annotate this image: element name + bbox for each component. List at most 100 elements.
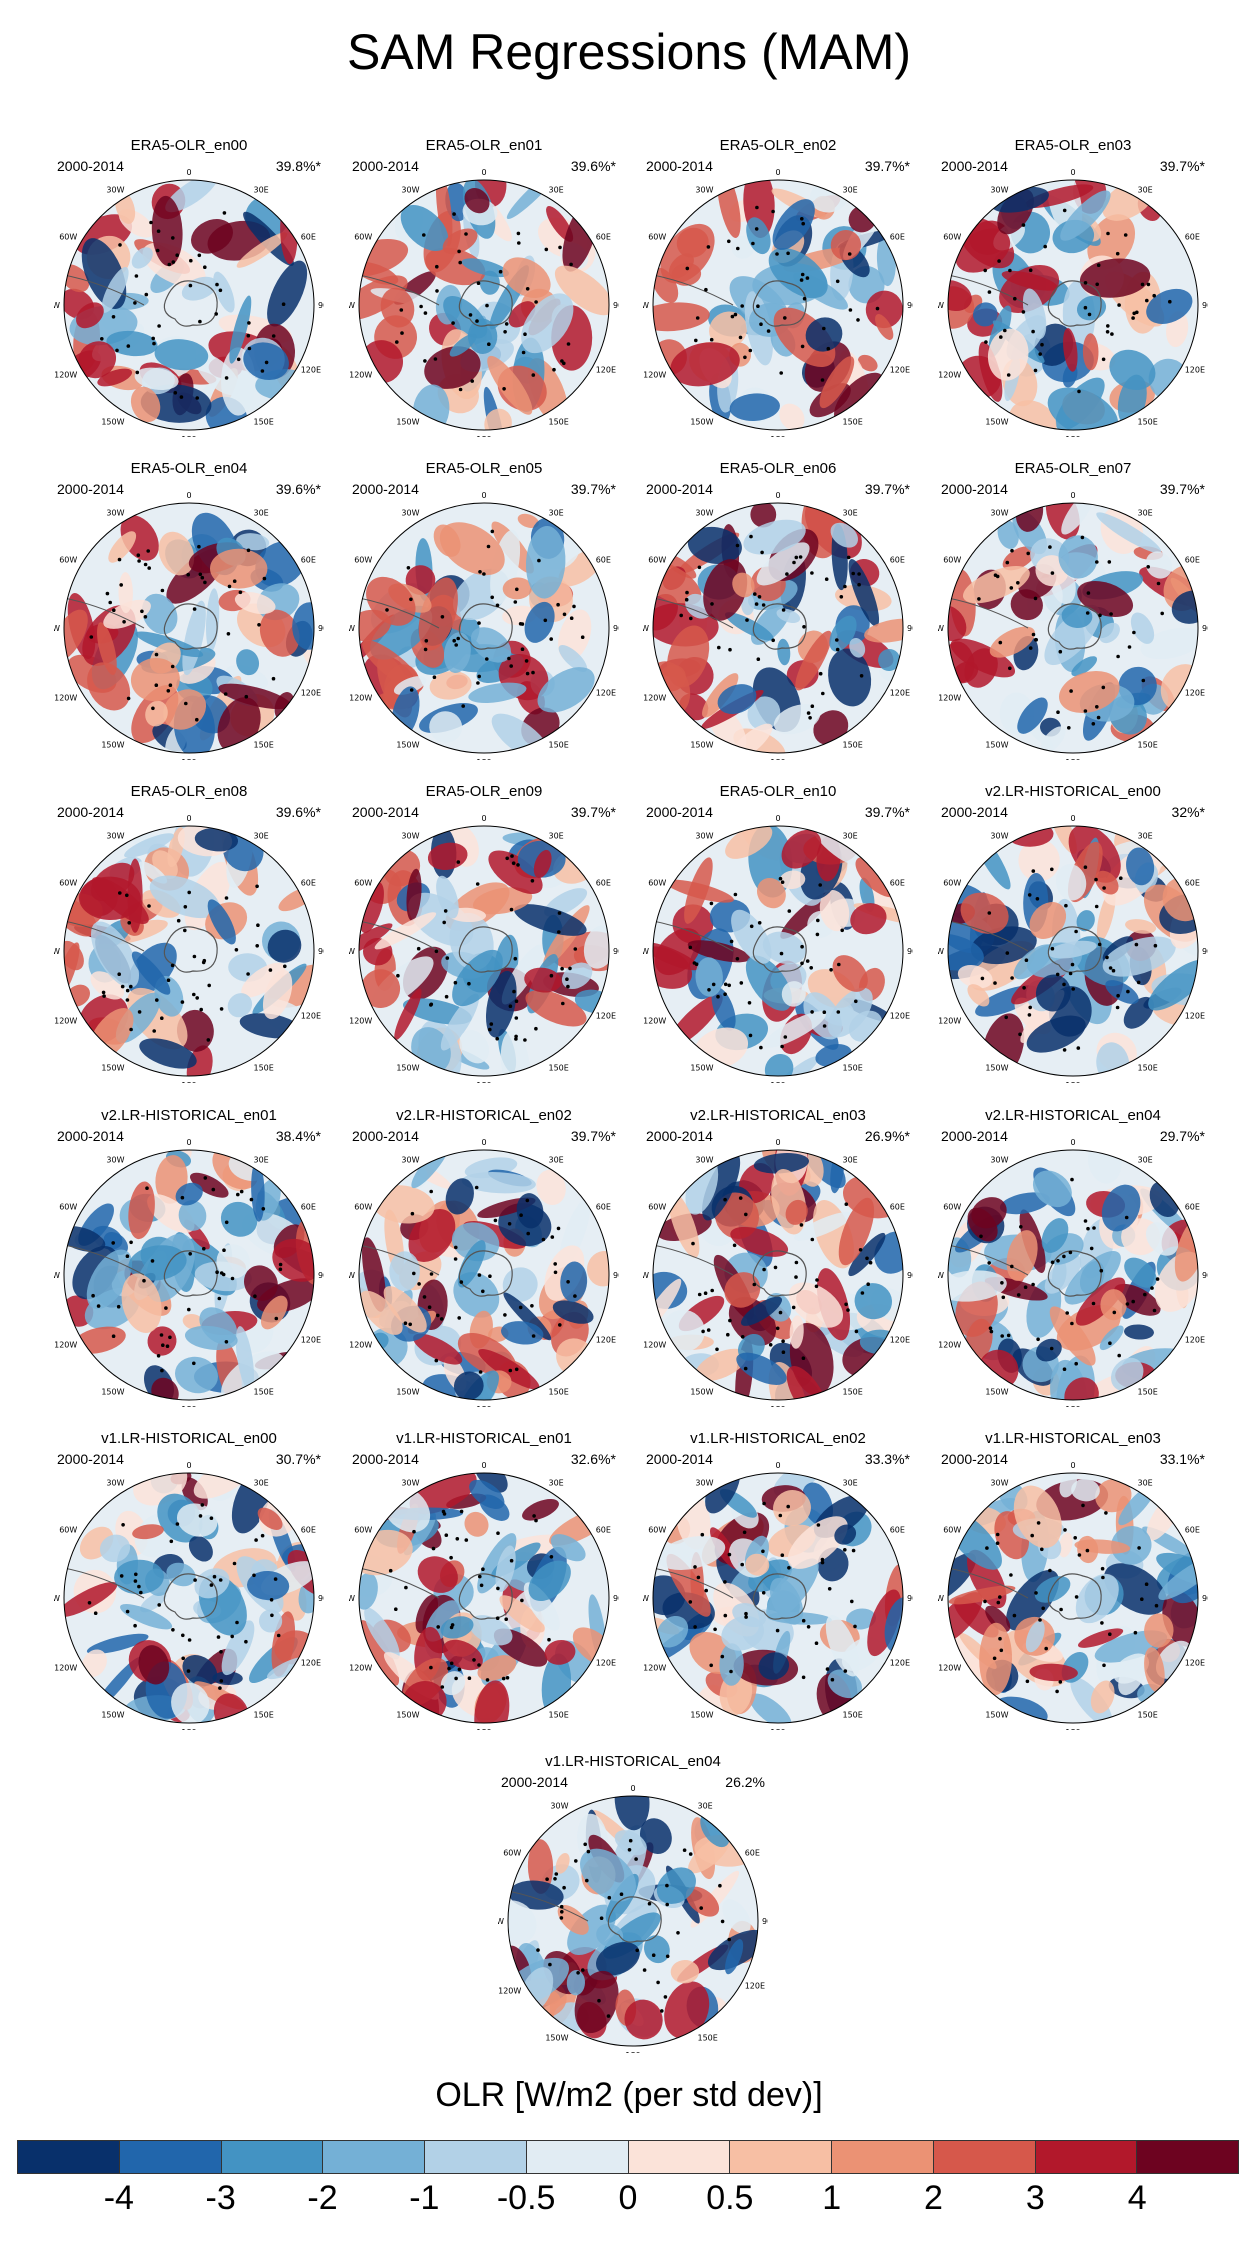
- significance-dot: [435, 289, 439, 293]
- significance-dot: [385, 608, 389, 612]
- olr-anomaly-patch: [1102, 936, 1176, 977]
- panel-period: 2000-2014: [57, 804, 124, 820]
- longitude-label: 180: [770, 1405, 785, 1407]
- significance-dot: [773, 1265, 778, 1270]
- significance-dot: [1132, 630, 1136, 635]
- olr-anomaly-patch: [101, 266, 129, 313]
- significance-dot: [171, 260, 176, 264]
- olr-anomaly-patch: [732, 572, 755, 598]
- significance-dot: [521, 350, 526, 355]
- olr-anomaly-patch: [1058, 670, 1120, 714]
- olr-anomaly-patch: [567, 1904, 616, 1956]
- olr-anomaly-patch: [864, 618, 903, 643]
- olr-anomaly-patch: [139, 1038, 197, 1069]
- significance-dot: [560, 966, 564, 971]
- olr-anomaly-patch: [495, 1545, 516, 1592]
- olr-anomaly-patch: [865, 290, 903, 329]
- south-america-coastline: [948, 1567, 1029, 1599]
- longitude-label: 60E: [890, 879, 905, 888]
- significance-dot: [485, 1678, 490, 1682]
- olr-anomaly-patch: [750, 503, 777, 528]
- significance-dot: [111, 1334, 116, 1338]
- significance-dot: [186, 572, 190, 577]
- significance-dot: [111, 1241, 115, 1245]
- map-boundary: [652, 1472, 904, 1724]
- significance-dot: [858, 1248, 863, 1252]
- olr-anomaly-patch: [566, 1970, 586, 1996]
- significance-dot: [434, 1358, 439, 1363]
- longitude-label: 120W: [54, 694, 77, 703]
- significance-dot: [409, 688, 414, 692]
- significance-dot: [1062, 1254, 1066, 1259]
- significance-dot: [283, 964, 287, 969]
- significance-dot: [1104, 1511, 1108, 1515]
- olr-anomaly-patch: [362, 1237, 386, 1312]
- significance-dot: [759, 322, 763, 326]
- olr-anomaly-patch: [533, 849, 552, 879]
- panel-variance-percent: 39.7%*: [864, 804, 910, 820]
- significance-dot: [799, 278, 804, 282]
- significance-dot: [1058, 1680, 1063, 1684]
- significance-dot: [779, 951, 784, 956]
- significance-dot: [1102, 886, 1106, 890]
- longitude-label: 90E: [318, 947, 324, 956]
- significance-dot: [101, 990, 106, 995]
- significance-dot: [155, 248, 160, 253]
- significance-dot: [495, 1036, 499, 1041]
- olr-anomaly-patch: [795, 630, 832, 691]
- significance-dot: [728, 1318, 732, 1323]
- longitude-label: 60W: [943, 556, 961, 565]
- significance-dot: [715, 1347, 719, 1352]
- olr-anomaly-patch: [819, 356, 855, 409]
- olr-anomaly-patch: [1101, 1184, 1141, 1232]
- map-boundary: [358, 825, 610, 1077]
- significance-dot: [496, 1531, 500, 1535]
- significance-dot: [100, 337, 104, 341]
- olr-anomaly-patch: [875, 314, 894, 340]
- significance-dot: [503, 1313, 507, 1317]
- olr-anomaly-patch: [213, 1693, 250, 1723]
- longitude-label: 60E: [301, 233, 316, 242]
- significance-dot: [786, 251, 790, 256]
- significance-dot: [203, 1176, 208, 1180]
- significance-dot: [1030, 1533, 1034, 1538]
- olr-anomaly-patch: [749, 1693, 792, 1723]
- olr-anomaly-patch: [948, 605, 967, 642]
- significance-dot: [87, 1601, 92, 1605]
- longitude-label: 30W: [106, 1478, 124, 1487]
- significance-dot: [830, 1677, 835, 1682]
- longitude-label: 30E: [254, 1478, 269, 1487]
- olr-anomaly-patch: [182, 1313, 204, 1330]
- longitude-label: 150W: [101, 418, 124, 427]
- polar-map: 030E60E90E120E150E180150W120W90W60W30W: [938, 1138, 1208, 1407]
- significance-dot: [980, 976, 985, 981]
- significance-dot: [745, 618, 749, 622]
- olr-anomaly-patch: [1105, 980, 1139, 1004]
- map-boundary: [63, 1149, 315, 1401]
- significance-dot: [122, 620, 126, 624]
- olr-anomaly-patch: [731, 909, 772, 964]
- olr-anomaly-patch: [695, 1348, 747, 1382]
- olr-anomaly-patch: [97, 368, 133, 387]
- significance-dot: [998, 640, 1003, 645]
- significance-dot: [509, 907, 514, 912]
- significance-dot: [718, 1883, 722, 1888]
- significance-dot: [723, 1613, 728, 1618]
- significance-dot: [457, 1667, 462, 1672]
- panel-title: v2.LR-HISTORICAL_en00: [985, 783, 1161, 800]
- olr-anomaly-patch: [729, 393, 780, 421]
- olr-anomaly-patch: [151, 195, 183, 267]
- significance-dot: [244, 694, 249, 699]
- olr-anomaly-patch: [106, 330, 158, 357]
- colorbar-tick-label: -2: [307, 2179, 338, 2217]
- antarctica-coastline: [752, 1573, 807, 1620]
- significance-dot: [619, 1892, 624, 1896]
- olr-anomaly-patch: [781, 829, 822, 869]
- colorbar-swatch: [1137, 2141, 1238, 2173]
- olr-anomaly-patch: [758, 1652, 790, 1680]
- olr-anomaly-patch: [108, 531, 137, 563]
- longitude-label: 150W: [545, 2034, 568, 2043]
- panel-period: 2000-2014: [646, 481, 713, 497]
- longitude-label: 60E: [890, 556, 905, 565]
- significance-dot: [1132, 311, 1136, 316]
